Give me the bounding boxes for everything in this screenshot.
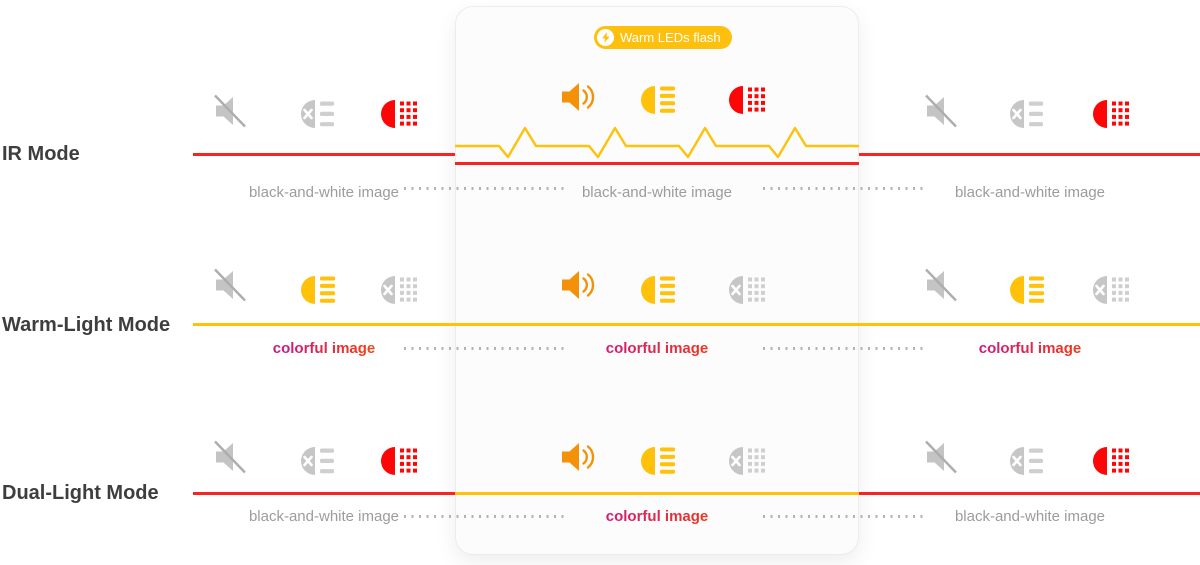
lightning-icon [597,29,614,46]
dual-mode-yellow-line-center [455,492,859,495]
warm-mode-yellow-line [193,323,1200,326]
image-caption: black-and-white image [581,184,733,201]
badge-label: Warm LEDs flash [620,30,721,45]
warm-light-on-icon [640,86,678,114]
image-caption: black-and-white image [248,508,400,525]
dotted-separator [763,187,925,190]
warm-leds-flash-badge: Warm LEDs flash [594,26,732,49]
speaker-muted-icon [211,268,249,302]
image-caption: black-and-white image [954,184,1106,201]
dual-mode-red-line-left [193,492,455,495]
ir-light-on-icon [380,100,418,128]
warm-flash-zigzag-line [455,126,859,159]
image-caption: colorful image [455,508,859,525]
image-caption: colorful image [193,340,455,357]
warm-light-off-icon [300,447,338,475]
ir-light-on-icon [728,86,766,114]
ir-light-off-icon [728,276,766,304]
speaker-muted-icon [922,94,960,128]
image-caption: colorful image [455,340,859,357]
warm-light-off-icon [300,100,338,128]
ir-mode-red-line-center [455,162,859,165]
ir-light-off-icon [728,447,766,475]
dotted-separator [404,515,568,518]
warm-light-on-icon [640,447,678,475]
ir-light-off-icon [380,276,418,304]
speaker-muted-icon [211,440,249,474]
ir-mode-red-line-left [193,153,455,156]
warm-light-on-icon [300,276,338,304]
dotted-separator [404,347,568,350]
image-caption: black-and-white image [954,508,1106,525]
image-caption: colorful image [860,340,1200,357]
image-caption: black-and-white image [248,184,400,201]
ir-light-on-icon [1092,447,1130,475]
warm-light-off-icon [1009,100,1047,128]
dotted-separator [404,187,568,190]
ir-light-off-icon [1092,276,1130,304]
dotted-separator [763,347,925,350]
speaker-on-icon [560,268,598,302]
warm-light-off-icon [1009,447,1047,475]
ir-light-on-icon [380,447,418,475]
ir-mode-red-line-right [859,153,1200,156]
mode-label-dual-light: Dual-Light Mode [2,482,159,504]
speaker-on-icon [560,440,598,474]
warm-leds-flash-card [455,6,859,555]
speaker-muted-icon [922,440,960,474]
warm-light-on-icon [640,276,678,304]
warm-light-on-icon [1009,276,1047,304]
dual-mode-red-line-right [859,492,1200,495]
mode-label-ir: IR Mode [2,143,80,165]
ir-light-on-icon [1092,100,1130,128]
speaker-muted-icon [211,94,249,128]
mode-label-warm-light: Warm-Light Mode [2,314,171,336]
dotted-separator [763,515,925,518]
speaker-on-icon [560,80,598,114]
speaker-muted-icon [922,268,960,302]
